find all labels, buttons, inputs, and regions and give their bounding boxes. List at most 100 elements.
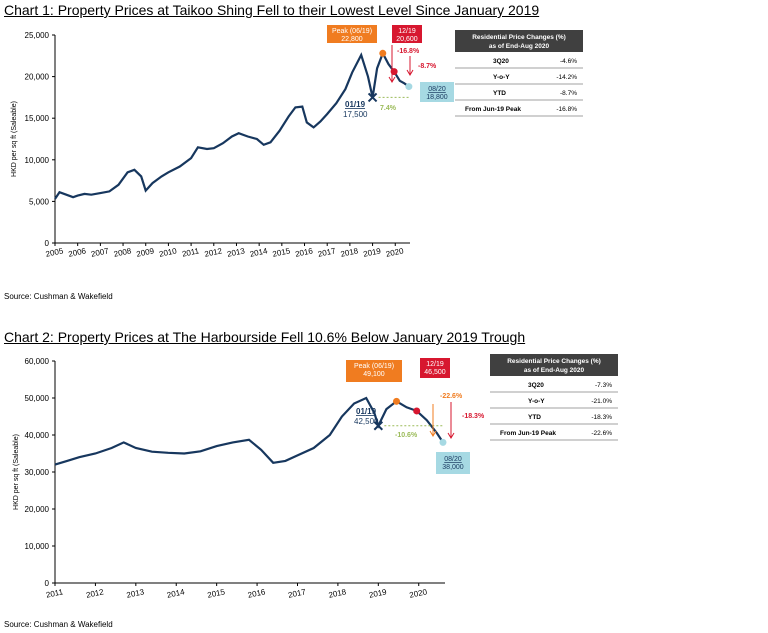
chart1-x-tick-label: 2008 bbox=[113, 246, 133, 259]
chart2-table-header-bg bbox=[490, 354, 618, 376]
chart1-pct-trough: 7.4% bbox=[380, 105, 397, 112]
chart2-peak-box bbox=[346, 360, 402, 382]
chart2-y-tick-label: 50,000 bbox=[25, 394, 50, 403]
chart2-series-line bbox=[54, 396, 444, 466]
chart1-table-row-value: -14.2% bbox=[556, 74, 577, 81]
chart1-table-header: Residential Price Changes (%) bbox=[472, 34, 566, 41]
chart2-arrow-peak-head bbox=[429, 430, 437, 437]
chart2-table-row-label: From Jun-19 Peak bbox=[500, 430, 556, 437]
chart2-x-tick-label: 2013 bbox=[126, 587, 146, 600]
chart2-x-tick-label: 2018 bbox=[328, 587, 348, 600]
chart1-dec-box bbox=[392, 25, 422, 43]
chart1-table-row-label: Y-o-Y bbox=[493, 74, 510, 81]
chart1-x-tick-label: 2011 bbox=[181, 246, 200, 258]
chart2-dec-value: 46,500 bbox=[424, 369, 446, 376]
chart2-x-tick-label: 2019 bbox=[368, 587, 388, 600]
chart2-x-tick-label: 2014 bbox=[166, 587, 186, 600]
chart2-table-row-label: YTD bbox=[528, 414, 541, 421]
chart1-table-header-sub: as of End-Aug 2020 bbox=[489, 43, 550, 50]
chart1-table-row-value: -8.7% bbox=[560, 90, 577, 97]
chart1-trough-marker bbox=[367, 92, 378, 103]
chart1-x-tick-label: 2010 bbox=[158, 246, 178, 259]
chart1-current-box bbox=[420, 82, 454, 102]
chart2-title: Chart 2: Property Prices at The Harbours… bbox=[4, 329, 526, 345]
chart2-trough-label: 01/19 bbox=[356, 407, 377, 416]
chart2-table-row-value: -18.3% bbox=[591, 414, 612, 421]
chart2-table-row-value: -21.0% bbox=[591, 398, 612, 405]
chart2-pct-ytd: -18.3% bbox=[462, 413, 485, 420]
chart2-peak-value: 49,100 bbox=[363, 371, 385, 378]
chart1-y-tick-label: 5,000 bbox=[29, 197, 50, 206]
chart1-y-tick-label: 20,000 bbox=[25, 73, 50, 82]
chart2-x-tick-label: 2020 bbox=[409, 587, 429, 600]
chart1-peak-value: 22,800 bbox=[341, 36, 363, 43]
chart1-pct-peak: -16.8% bbox=[397, 48, 420, 55]
chart1-trough-value: 17,500 bbox=[343, 110, 368, 119]
chart1-y-axis-label: HKD per sq ft (Saleable) bbox=[11, 101, 18, 177]
chart1-x-tick-label: 2019 bbox=[362, 246, 382, 259]
chart1-x-tick-label: 2005 bbox=[45, 246, 65, 259]
chart1-source: Source: Cushman & Wakefield bbox=[4, 292, 113, 301]
chart2-table-row-value: -22.6% bbox=[591, 430, 612, 437]
chart1-table-row-label: YTD bbox=[493, 90, 506, 97]
chart1-peak-label: Peak (06/19) bbox=[332, 28, 372, 35]
chart2-arrow-ytd-head bbox=[447, 432, 455, 439]
chart1-x-tick-label: 2013 bbox=[226, 246, 246, 259]
chart1-title: Chart 1: Property Prices at Taikoo Shing… bbox=[4, 2, 540, 18]
chart1-table-row-value: -4.6% bbox=[560, 58, 577, 65]
chart1-y-tick-label: 0 bbox=[45, 239, 50, 248]
chart1-x-tick-label: 2012 bbox=[204, 246, 224, 259]
chart2-peak-marker bbox=[393, 397, 401, 405]
chart2-dec-marker bbox=[413, 407, 421, 415]
chart1-table-row-label: From Jun-19 Peak bbox=[465, 106, 521, 113]
chart1-x-tick-label: 2015 bbox=[272, 246, 292, 259]
chart2-x-tick-label: 2011 bbox=[45, 587, 64, 599]
chart2-trough-value: 42,500 bbox=[354, 417, 379, 426]
chart2-table-row-label: 3Q20 bbox=[528, 382, 544, 389]
chart1-x-tick-label: 2006 bbox=[68, 246, 88, 259]
chart2-y-tick-label: 60,000 bbox=[25, 357, 50, 366]
chart1-x-tick-label: 2020 bbox=[385, 246, 405, 259]
chart1-table-row-value: -16.8% bbox=[556, 106, 577, 113]
chart1-series-line bbox=[54, 50, 410, 200]
chart1-x-tick-label: 2017 bbox=[317, 246, 337, 259]
chart1-current-marker bbox=[405, 83, 413, 91]
chart2-source: Source: Cushman & Wakefield bbox=[4, 620, 113, 629]
chart2-current-label: 08/20 bbox=[444, 456, 462, 463]
chart1-x-tick-label: 2014 bbox=[249, 246, 269, 259]
chart2-y-tick-label: 40,000 bbox=[25, 431, 50, 440]
chart2-table-header: Residential Price Changes (%) bbox=[507, 358, 601, 365]
chart2-peak-label: Peak (06/19) bbox=[354, 363, 394, 370]
chart2-pct-peak: -22.6% bbox=[440, 393, 463, 400]
chart1-y-tick-label: 15,000 bbox=[25, 114, 50, 123]
chart1-peak-box bbox=[327, 25, 377, 43]
chart1-dec-value: 20,600 bbox=[396, 36, 418, 43]
chart1-current-label: 08/20 bbox=[428, 86, 446, 93]
chart2-x-tick-label: 2012 bbox=[85, 587, 105, 600]
chart2-dec-label: 12/19 bbox=[426, 361, 444, 368]
chart1-table-header-bg bbox=[455, 30, 583, 52]
chart2-y-axis-label: HKD per sq ft (Saleable) bbox=[13, 434, 20, 510]
chart2-y-tick-label: 0 bbox=[45, 579, 50, 588]
chart1-y-tick-label: 10,000 bbox=[25, 156, 50, 165]
chart1-arrow-peak-head bbox=[388, 76, 396, 83]
chart1-arrow-ytd-head bbox=[406, 69, 414, 76]
chart1-current-value: 18,800 bbox=[426, 94, 448, 101]
chart1-pct-ytd: -8.7% bbox=[418, 63, 437, 70]
chart2-table-row-label: Y-o-Y bbox=[528, 398, 545, 405]
chart1-dec-label: 12/19 bbox=[398, 28, 416, 35]
chart2-y-tick-label: 20,000 bbox=[25, 505, 50, 514]
chart2-current-marker bbox=[439, 438, 447, 446]
chart2-dec-box bbox=[420, 358, 450, 378]
chart1-x-tick-label: 2009 bbox=[136, 246, 156, 259]
chart2-x-tick-label: 2015 bbox=[206, 587, 226, 600]
chart1-x-tick-label: 2018 bbox=[340, 246, 360, 259]
chart2-current-value: 38,000 bbox=[442, 464, 464, 471]
chart1-trough-label: 01/19 bbox=[345, 100, 366, 109]
chart1-svg: 0 5,000 10,000 15,000 20,000 25,000 HKD per sq… bbox=[11, 25, 583, 259]
chart1-peak-marker bbox=[379, 49, 387, 57]
chart1-x-tick-label: 2016 bbox=[294, 246, 314, 259]
chart1-y-tick-label: 25,000 bbox=[25, 31, 50, 40]
chart2-pct-trough: -10.6% bbox=[395, 432, 418, 439]
chart1-x-tick-label: 2007 bbox=[90, 246, 110, 259]
